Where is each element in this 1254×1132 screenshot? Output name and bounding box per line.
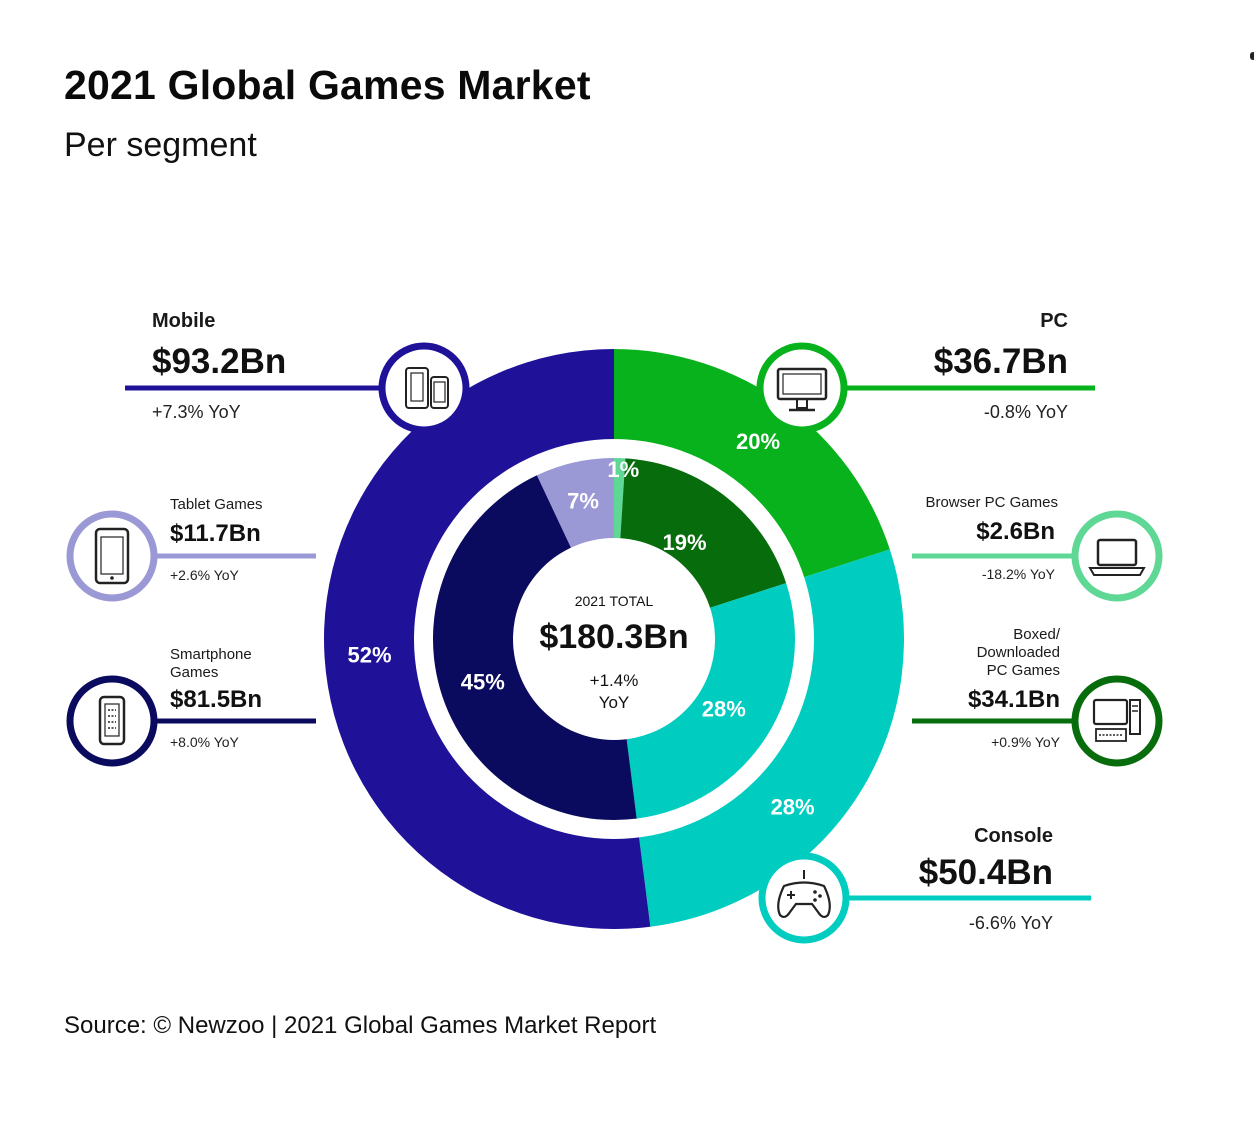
- inner-label-tablet-games: 7%: [567, 488, 599, 513]
- pc-yoy: -0.8% YoY: [984, 402, 1068, 422]
- tablet-name: Tablet Games: [170, 496, 263, 513]
- boxed-yoy: +0.9% YoY: [991, 734, 1061, 750]
- smartphone-icon: [66, 675, 158, 767]
- center-yoy-line2: YoY: [599, 693, 630, 712]
- source-note: Source: © Newzoo | 2021 Global Games Mar…: [64, 1012, 657, 1039]
- boxed-value: $34.1Bn: [968, 686, 1060, 713]
- console-name: Console: [974, 825, 1053, 847]
- smartphone-value: $81.5Bn: [170, 686, 262, 713]
- center-total-value: $180.3Bn: [539, 618, 688, 656]
- outer-label-pc: 20%: [736, 429, 780, 454]
- gamepad-icon: [758, 852, 850, 944]
- outer-label-console: 28%: [771, 795, 815, 820]
- browser-yoy: -18.2% YoY: [982, 566, 1056, 582]
- center-yoy-line1: +1.4%: [590, 671, 639, 690]
- edge-dot: [1250, 52, 1254, 60]
- inner-label-boxed-downloaded-pc-games: 19%: [662, 530, 706, 555]
- boxed-name-line1: Boxed/: [1013, 626, 1061, 643]
- console-value: $50.4Bn: [919, 853, 1053, 892]
- desktop-computer-icon: [1071, 675, 1163, 767]
- mobile-name: Mobile: [152, 310, 215, 332]
- smartphone-yoy: +8.0% YoY: [170, 734, 240, 750]
- pc-value: $36.7Bn: [934, 342, 1068, 381]
- browser-name: Browser PC Games: [925, 494, 1058, 511]
- boxed-name-line2: Downloaded: [977, 644, 1060, 661]
- mobile-devices-icon: [378, 342, 470, 434]
- smartphone-name-line2: Games: [170, 664, 218, 681]
- tablet-yoy: +2.6% YoY: [170, 567, 240, 583]
- outer-label-mobile: 52%: [347, 642, 391, 667]
- mobile-value: $93.2Bn: [152, 342, 286, 381]
- pc-name: PC: [1040, 310, 1068, 332]
- inner-label-browser-pc-games: 1%: [607, 457, 639, 482]
- tablet-value: $11.7Bn: [170, 520, 261, 547]
- center-total-label: 2021 TOTAL: [575, 593, 654, 609]
- mobile-yoy: +7.3% YoY: [152, 402, 241, 422]
- inner-label-smartphone-games: 45%: [461, 670, 505, 695]
- smartphone-name-line1: Smartphone: [170, 646, 252, 663]
- inner-label-console: 28%: [702, 697, 746, 722]
- chart-subtitle: Per segment: [64, 126, 257, 164]
- browser-value: $2.6Bn: [976, 518, 1055, 545]
- boxed-name-line3: PC Games: [987, 662, 1060, 679]
- monitor-icon: [756, 342, 848, 434]
- chart-title: 2021 Global Games Market: [64, 62, 591, 108]
- tablet-icon: [66, 510, 158, 602]
- console-yoy: -6.6% YoY: [969, 913, 1053, 933]
- center-hole: [513, 538, 715, 740]
- laptop-icon: [1071, 510, 1163, 602]
